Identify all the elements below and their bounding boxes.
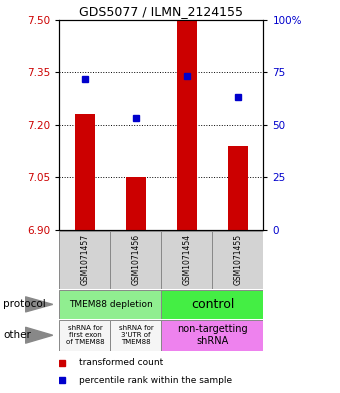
- Text: non-targetting
shRNA: non-targetting shRNA: [177, 325, 248, 346]
- Bar: [162, 290, 264, 319]
- Text: shRNA for
3'UTR of
TMEM88: shRNA for 3'UTR of TMEM88: [119, 325, 153, 345]
- Bar: [110, 231, 162, 289]
- Text: protocol: protocol: [3, 299, 46, 309]
- Bar: [110, 320, 162, 351]
- Bar: [228, 146, 248, 230]
- Text: GSM1071456: GSM1071456: [132, 234, 140, 285]
- Text: GSM1071457: GSM1071457: [81, 234, 89, 285]
- Bar: [126, 177, 146, 230]
- Polygon shape: [26, 327, 53, 343]
- Text: shRNA for
first exon
of TMEM88: shRNA for first exon of TMEM88: [66, 325, 104, 345]
- Bar: [162, 231, 212, 289]
- Polygon shape: [26, 297, 53, 312]
- Text: transformed count: transformed count: [79, 358, 163, 367]
- Text: TMEM88 depletion: TMEM88 depletion: [69, 300, 152, 309]
- Bar: [162, 320, 264, 351]
- Text: GSM1071455: GSM1071455: [234, 234, 242, 285]
- Text: control: control: [191, 298, 234, 311]
- Text: percentile rank within the sample: percentile rank within the sample: [79, 376, 232, 385]
- Title: GDS5077 / ILMN_2124155: GDS5077 / ILMN_2124155: [80, 6, 243, 18]
- Bar: [59, 231, 110, 289]
- Text: GSM1071454: GSM1071454: [183, 234, 191, 285]
- Bar: [75, 114, 95, 230]
- Bar: [212, 231, 264, 289]
- Bar: [59, 290, 162, 319]
- Bar: [59, 320, 110, 351]
- Text: other: other: [3, 330, 31, 340]
- Bar: [177, 20, 197, 230]
